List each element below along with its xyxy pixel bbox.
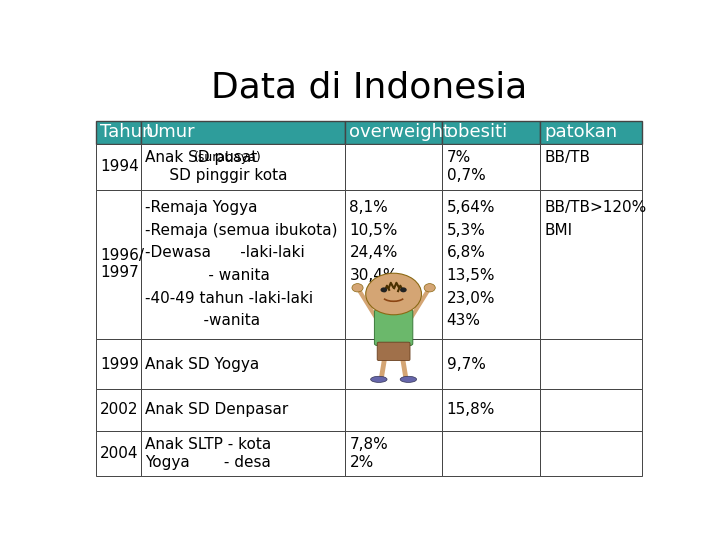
FancyBboxPatch shape — [374, 309, 413, 346]
Text: obesiti: obesiti — [446, 124, 507, 141]
Text: 15,8%: 15,8% — [446, 402, 495, 417]
Text: Anak SLTP - kota: Anak SLTP - kota — [145, 437, 271, 452]
Bar — [141, 121, 345, 144]
Circle shape — [352, 284, 363, 292]
Bar — [442, 389, 539, 430]
Bar — [345, 190, 442, 339]
Text: 30,4%: 30,4% — [349, 268, 398, 283]
Text: 9,7%: 9,7% — [446, 356, 485, 372]
Text: 7,8%: 7,8% — [349, 437, 388, 452]
Text: Yogya       - desa: Yogya - desa — [145, 455, 271, 470]
Text: 2002: 2002 — [100, 402, 138, 417]
Bar — [345, 389, 442, 430]
Text: 5,3%: 5,3% — [446, 223, 485, 238]
Bar — [442, 339, 539, 389]
Text: Umur: Umur — [145, 124, 195, 141]
Ellipse shape — [400, 376, 417, 382]
Bar — [345, 121, 442, 144]
Bar — [96, 430, 141, 476]
Text: (surabaya): (surabaya) — [194, 152, 261, 165]
Text: 8,1%: 8,1% — [349, 200, 388, 215]
Bar — [345, 339, 442, 389]
Circle shape — [380, 287, 387, 292]
Text: -Remaja (semua ibukota): -Remaja (semua ibukota) — [145, 223, 338, 238]
Bar — [141, 389, 345, 430]
Bar — [96, 144, 141, 190]
Bar — [96, 190, 141, 339]
Text: Anak SD Denpasar: Anak SD Denpasar — [145, 402, 289, 417]
Bar — [345, 430, 442, 476]
Text: Anak SD pusat: Anak SD pusat — [145, 151, 263, 165]
Text: 1999: 1999 — [100, 356, 139, 372]
Text: Data di Indonesia: Data di Indonesia — [211, 71, 527, 105]
Bar — [345, 144, 442, 190]
Ellipse shape — [371, 376, 387, 382]
Bar — [442, 190, 539, 339]
Bar — [539, 190, 642, 339]
Circle shape — [424, 284, 436, 292]
Circle shape — [400, 287, 407, 292]
Bar — [96, 121, 141, 144]
Text: 1994: 1994 — [100, 159, 139, 174]
Circle shape — [366, 273, 421, 315]
Text: -Dewasa      -laki-laki: -Dewasa -laki-laki — [145, 246, 305, 260]
Text: patokan: patokan — [544, 124, 617, 141]
Text: 5,64%: 5,64% — [446, 200, 495, 215]
Text: 6,8%: 6,8% — [446, 246, 485, 260]
Bar — [141, 190, 345, 339]
Bar — [539, 430, 642, 476]
Bar — [539, 121, 642, 144]
Text: 13,5%: 13,5% — [446, 268, 495, 283]
Text: -40-49 tahun -laki-laki: -40-49 tahun -laki-laki — [145, 291, 313, 306]
Text: -wanita: -wanita — [145, 313, 261, 328]
Text: 2%: 2% — [349, 455, 374, 470]
Bar — [442, 430, 539, 476]
Bar — [141, 339, 345, 389]
Bar — [96, 389, 141, 430]
Text: - wanita: - wanita — [145, 268, 270, 283]
Text: BB/TB: BB/TB — [544, 151, 590, 165]
Text: overweight: overweight — [349, 124, 451, 141]
Bar — [96, 339, 141, 389]
Bar — [442, 121, 539, 144]
Bar — [539, 144, 642, 190]
FancyBboxPatch shape — [377, 342, 410, 361]
Bar — [141, 144, 345, 190]
Text: SD pinggir kota: SD pinggir kota — [145, 168, 288, 183]
Text: BB/TB>120%: BB/TB>120% — [544, 200, 647, 215]
Text: 1996/
1997: 1996/ 1997 — [100, 248, 144, 280]
Bar — [539, 389, 642, 430]
Text: 23,0%: 23,0% — [446, 291, 495, 306]
Bar — [442, 144, 539, 190]
Text: 7%: 7% — [446, 151, 471, 165]
Text: BMI: BMI — [544, 223, 572, 238]
Text: -Remaja Yogya: -Remaja Yogya — [145, 200, 258, 215]
Text: 24,4%: 24,4% — [349, 246, 397, 260]
Text: 43%: 43% — [446, 313, 481, 328]
Bar — [539, 339, 642, 389]
Text: 10,5%: 10,5% — [349, 223, 397, 238]
Text: 0,7%: 0,7% — [446, 168, 485, 183]
Text: 2004: 2004 — [100, 446, 138, 461]
Bar — [141, 430, 345, 476]
Text: Anak SD Yogya: Anak SD Yogya — [145, 356, 260, 372]
Text: Tahun: Tahun — [100, 124, 153, 141]
